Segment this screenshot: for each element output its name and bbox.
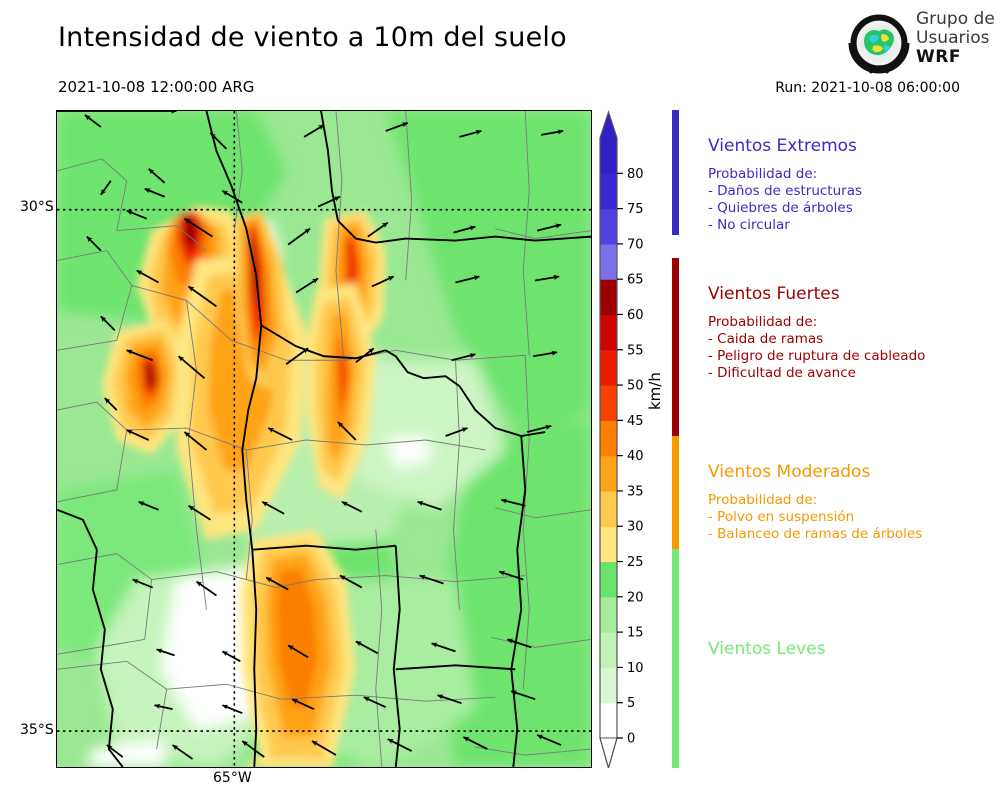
legend-detail-line: - Dificultad de avance bbox=[708, 365, 856, 381]
logo-line-3: WRF bbox=[916, 47, 961, 67]
lon-label-65w: 65°W bbox=[213, 770, 252, 786]
colorbar-tick-label: 60 bbox=[627, 308, 644, 323]
colorbar-tick-label: 5 bbox=[627, 696, 635, 711]
colorbar-tick-label: 35 bbox=[627, 484, 644, 499]
legend-body: Vientos Extremos Probabilidad de: - Daños … bbox=[708, 110, 862, 234]
legend-title: Vientos Moderados bbox=[708, 462, 871, 482]
wind-category-legend: Vientos Extremos Probabilidad de: - Daños … bbox=[672, 110, 998, 768]
colorbar-level bbox=[600, 208, 617, 245]
legend-detail-line: - Quiebres de árboles bbox=[708, 200, 853, 216]
legend-section-2: Vientos Moderados Probabilidad de: - Polvo… bbox=[672, 436, 998, 549]
colorbar-extend-max bbox=[600, 112, 617, 138]
colorbar-level bbox=[600, 173, 617, 210]
legend-title: Vientos Extremos bbox=[708, 136, 857, 156]
logo-line-1: Grupo de bbox=[916, 9, 995, 29]
legend-detail-line: - Peligro de ruptura de cableado bbox=[708, 348, 926, 364]
run-time-label: Run: 2021-10-08 06:00:00 bbox=[775, 80, 960, 96]
colorbar-tick-label: 75 bbox=[627, 202, 644, 217]
wrf-user-group-logo: Grupo de Usuarios WRF bbox=[848, 9, 996, 74]
map-canvas bbox=[57, 111, 591, 767]
colorbar-level bbox=[600, 138, 617, 174]
colorbar-tick-label: 50 bbox=[627, 379, 644, 394]
wind-speed-map[interactable] bbox=[56, 110, 592, 768]
lat-label-35s: 35°S bbox=[20, 722, 54, 738]
legend-detail-line: - Polvo en suspensión bbox=[708, 509, 855, 525]
colorbar-level bbox=[600, 526, 617, 563]
colorbar-tick-label: 55 bbox=[627, 343, 644, 358]
logo-line-2: Usuarios bbox=[916, 28, 990, 48]
legend-detail-line: - Balanceo de ramas de árboles bbox=[708, 526, 923, 542]
colorbar-unit-label: km/h bbox=[646, 372, 664, 410]
legend-color-bar bbox=[672, 436, 679, 549]
legend-body: Vientos Leves bbox=[708, 549, 826, 669]
colorbar-level bbox=[600, 243, 617, 280]
lat-label-30s: 30°S bbox=[20, 199, 54, 215]
colorbar-level bbox=[600, 385, 617, 421]
colorbar-level bbox=[600, 561, 617, 598]
colorbar-extend-min bbox=[599, 737, 618, 768]
legend-title: Vientos Fuertes bbox=[708, 284, 840, 304]
colorbar-tick-label: 15 bbox=[627, 626, 644, 641]
colorbar-tick-label: 65 bbox=[627, 273, 644, 288]
legend-body: Vientos Moderados Probabilidad de: - Polvo… bbox=[708, 436, 922, 543]
globe-emblem-icon bbox=[848, 14, 910, 74]
colorbar-level bbox=[600, 596, 617, 633]
legend-section-1: Vientos Fuertes Probabilidad de: - Caida d… bbox=[672, 258, 998, 436]
colorbar-tick-label: 25 bbox=[627, 555, 644, 570]
colorbar-tick-label: 30 bbox=[627, 520, 644, 535]
legend-color-bar bbox=[672, 110, 679, 235]
colorbar-tick-label: 10 bbox=[627, 661, 644, 676]
colorbar-tick-label: 80 bbox=[627, 167, 644, 182]
colorbar-level bbox=[600, 349, 617, 386]
wind-direction-arrows bbox=[57, 111, 564, 760]
valid-time-label: 2021-10-08 12:00:00 ARG bbox=[58, 78, 255, 96]
colorbar-level bbox=[600, 667, 617, 704]
colorbar-tick-label: 40 bbox=[627, 449, 644, 464]
page-title: Intensidad de viento a 10m del suelo bbox=[58, 22, 567, 53]
legend-section-0: Vientos Extremos Probabilidad de: - Daños … bbox=[672, 110, 998, 235]
legend-title: Vientos Leves bbox=[708, 639, 826, 659]
colorbar-tick-label: 20 bbox=[627, 590, 644, 605]
colorbar-tick-label: 45 bbox=[627, 414, 644, 429]
legend-detail-line: - Daños de estructuras bbox=[708, 183, 863, 199]
colorbar-level bbox=[600, 490, 617, 527]
legend-color-bar bbox=[672, 258, 679, 436]
legend-detail-line: Probabilidad de: bbox=[708, 166, 818, 182]
legend-detail-line: Probabilidad de: bbox=[708, 314, 818, 330]
legend-detail-line: - Caida de ramas bbox=[708, 331, 824, 347]
colorbar-level bbox=[600, 702, 617, 739]
colorbar-svg: 0 5 10 15 20 25 30 35 40 45 50 55 60 65 70 75 80 bbox=[599, 110, 644, 768]
colorbar-level bbox=[600, 455, 617, 492]
colorbar-level bbox=[600, 279, 617, 316]
legend-detail-line: Probabilidad de: bbox=[708, 492, 818, 508]
colorbar: 0 5 10 15 20 25 30 35 40 45 50 55 60 65 70 75 80 bbox=[598, 108, 660, 768]
colorbar-level bbox=[600, 420, 617, 457]
legend-body: Vientos Fuertes Probabilidad de: - Caida d… bbox=[708, 258, 925, 382]
colorbar-level bbox=[600, 314, 617, 351]
legend-detail-line: - No circular bbox=[708, 217, 790, 233]
colorbar-tick-label: 70 bbox=[627, 237, 644, 252]
province-borders bbox=[57, 111, 591, 767]
colorbar-level bbox=[600, 632, 617, 669]
colorbar-tick-label: 0 bbox=[627, 732, 635, 747]
legend-section-3: Vientos Leves bbox=[672, 549, 998, 768]
legend-color-bar bbox=[672, 549, 679, 768]
